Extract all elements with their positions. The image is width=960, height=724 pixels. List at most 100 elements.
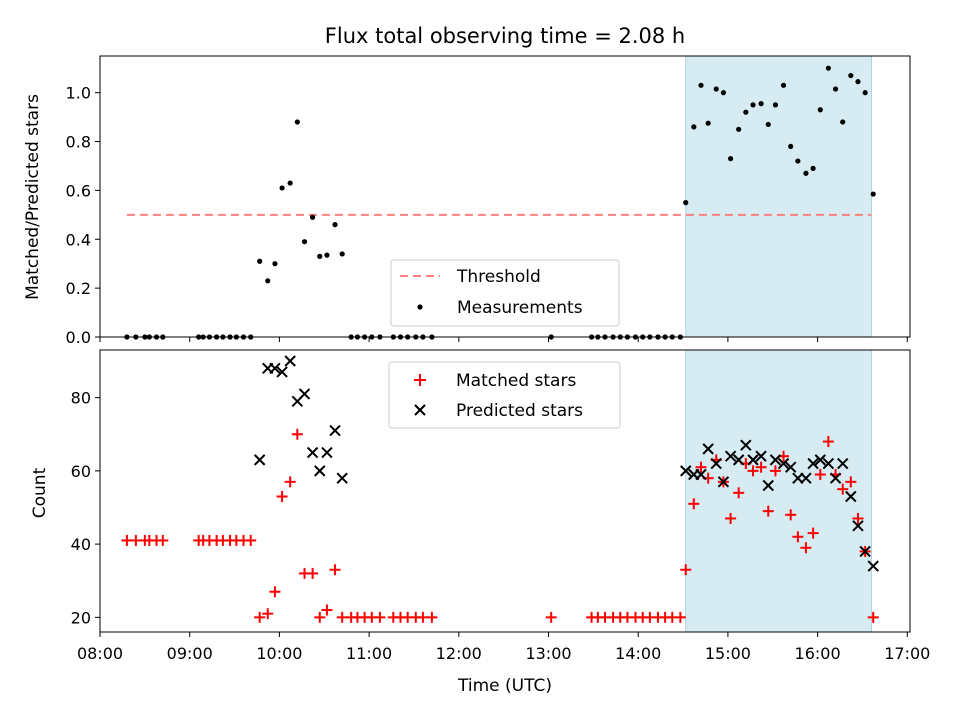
data-point [788,143,794,150]
marker-stroke [702,443,714,455]
data-point [750,102,756,108]
data-point [332,222,338,228]
data-point [688,498,700,510]
data-point [772,102,779,108]
data-point [840,119,846,125]
data-point [732,454,745,466]
data-point [695,461,707,473]
data-point [755,461,767,473]
data-point [705,120,711,126]
marker-stroke [822,457,835,470]
marker-stroke [852,520,864,532]
data-point [777,457,790,470]
data-point [755,450,767,462]
data-point [807,457,819,470]
y-tick-label: 40 [71,535,91,554]
data-point [374,611,386,623]
data-point [314,465,326,477]
marker-stroke [784,461,797,473]
marker-stroke [306,446,319,459]
marker-stroke [867,560,879,572]
data-point [426,611,438,623]
data-point [743,109,749,115]
bottom-panel-counts: 20 40 60 80 08:00 09:00 10:00 11:00 12:00 13:00 14… [71,349,930,663]
axes-frame [99,349,911,633]
marker-stroke [253,454,266,466]
x-tick-label: 10:00 [256,644,302,663]
data-point [825,65,831,71]
axes-frame [99,55,911,338]
legend-measurements-label: Measurements [457,298,583,318]
marker-stroke [336,472,348,484]
marker-stroke [732,454,745,466]
data-point [829,472,842,484]
marker-stroke [777,457,790,470]
marker-stroke [837,457,849,470]
x-tick-label: 15:00 [705,644,751,663]
data-point [855,79,861,85]
marker-stroke [829,472,842,484]
data-point [817,107,823,113]
data-point [284,355,296,367]
data-point [336,472,348,484]
bottom-y-axis-label: Count [30,467,50,518]
series-2 [253,355,879,572]
data-point [276,490,288,502]
data-point [845,476,857,488]
marker-stroke [717,476,730,488]
shaded-region [685,349,872,633]
y-tick-label: 0.2 [66,279,91,298]
data-point [822,457,835,470]
data-point [329,424,341,437]
data-point [762,479,774,492]
top-y-axis-label: Matched/Predicted stars [23,94,43,300]
bottom-legend: Matched stars Predicted stars [388,361,621,429]
data-point [710,457,722,470]
data-point [800,472,812,484]
x-tick-label: 09:00 [167,644,213,663]
data-point [306,446,319,459]
data-point [307,567,319,579]
marker-stroke [769,454,782,466]
data-point [758,101,764,107]
legend-frame [390,259,620,327]
marker-stroke [859,545,871,558]
data-point [269,586,281,598]
marker-stroke [680,465,692,477]
data-point [769,465,781,477]
data-point [279,185,285,191]
y-tick-label: 0.0 [66,328,91,347]
data-point [859,545,871,558]
marker-stroke [747,454,759,466]
data-point [870,191,876,197]
top-legend: Threshold Measurements [390,259,620,327]
data-point [832,86,839,92]
x-tick-label: 17:00 [884,644,930,663]
data-point [294,119,300,125]
data-point [837,457,849,470]
data-point [822,436,834,448]
data-point [837,483,849,495]
marker-stroke [329,424,341,437]
marker-stroke [755,450,767,462]
top-panel-ratio: 0.0 0.2 0.4 0.6 0.8 1.0 [66,55,911,347]
y-tick-label: 80 [71,389,91,408]
y-tick-label: 60 [71,462,91,481]
data-point [317,253,323,259]
data-point [321,604,333,616]
data-point [339,251,345,257]
marker-stroke [321,446,333,459]
marker-stroke [269,362,281,375]
legend-matched-swatch [414,374,426,386]
marker-stroke [695,468,707,481]
data-point [698,82,704,88]
x-tick-label: 16:00 [795,644,841,663]
data-point [852,512,864,524]
y-tick-label: 20 [71,608,91,627]
data-point [814,469,826,481]
data-point [733,487,745,499]
x-tick-label: 12:00 [436,644,482,663]
data-point [725,512,737,524]
data-point [720,90,727,96]
